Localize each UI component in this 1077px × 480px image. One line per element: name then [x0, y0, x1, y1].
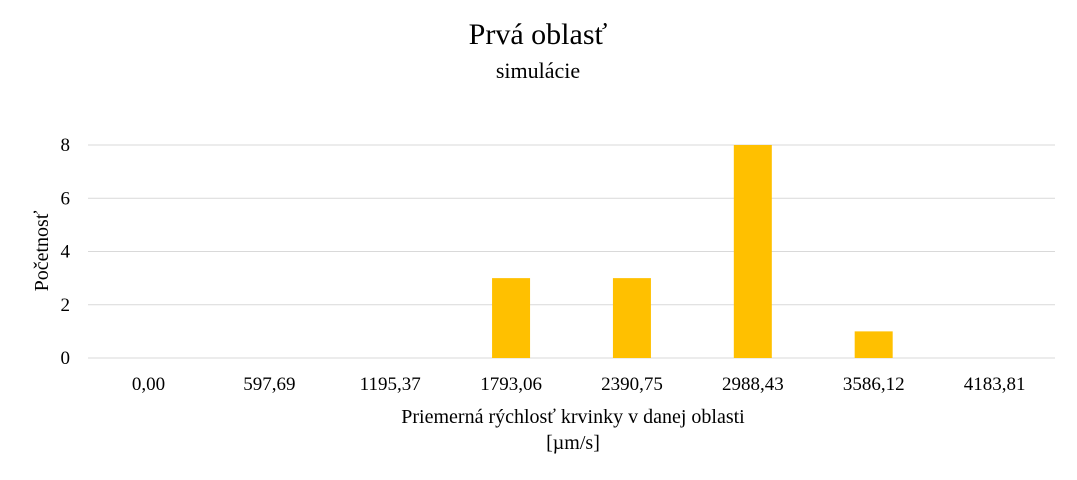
- bar: [612, 278, 651, 358]
- y-tick-label: 6: [61, 188, 71, 209]
- x-tick-label: 1793,06: [480, 374, 542, 395]
- x-axis-label: Priemerná rýchlosť krvinky v danej oblas…: [401, 406, 745, 428]
- chart-subtitle: simulácie: [496, 58, 580, 83]
- x-axis-unit: [µm/s]: [546, 432, 600, 454]
- x-tick-label: 4183,81: [964, 374, 1026, 395]
- y-tick-label: 0: [61, 348, 71, 369]
- y-tick-label: 4: [61, 242, 71, 263]
- y-tick-label: 8: [61, 135, 71, 156]
- x-tick-label: 2988,43: [722, 374, 784, 395]
- bar: [854, 331, 893, 358]
- bar: [492, 278, 531, 358]
- chart-title: Prvá oblasť: [469, 18, 608, 51]
- y-axis-label: Početnosť: [31, 210, 53, 291]
- x-tick-label: 1195,37: [360, 374, 421, 395]
- x-tick-labels: 0,00 597,69 1195,37 1793,06 2390,75 2988,43 35…: [132, 374, 1026, 395]
- bars: [492, 145, 893, 358]
- x-tick-label: 2390,75: [601, 374, 663, 395]
- x-tick-label: 3586,12: [843, 374, 905, 395]
- x-tick-label: 597,69: [243, 374, 295, 395]
- y-tick-label: 2: [61, 295, 71, 316]
- x-tick-label: 0,00: [132, 374, 165, 395]
- gridlines: [88, 144, 1055, 359]
- bar: [733, 145, 772, 358]
- y-tick-labels: 0 2 4 6 8: [61, 135, 71, 369]
